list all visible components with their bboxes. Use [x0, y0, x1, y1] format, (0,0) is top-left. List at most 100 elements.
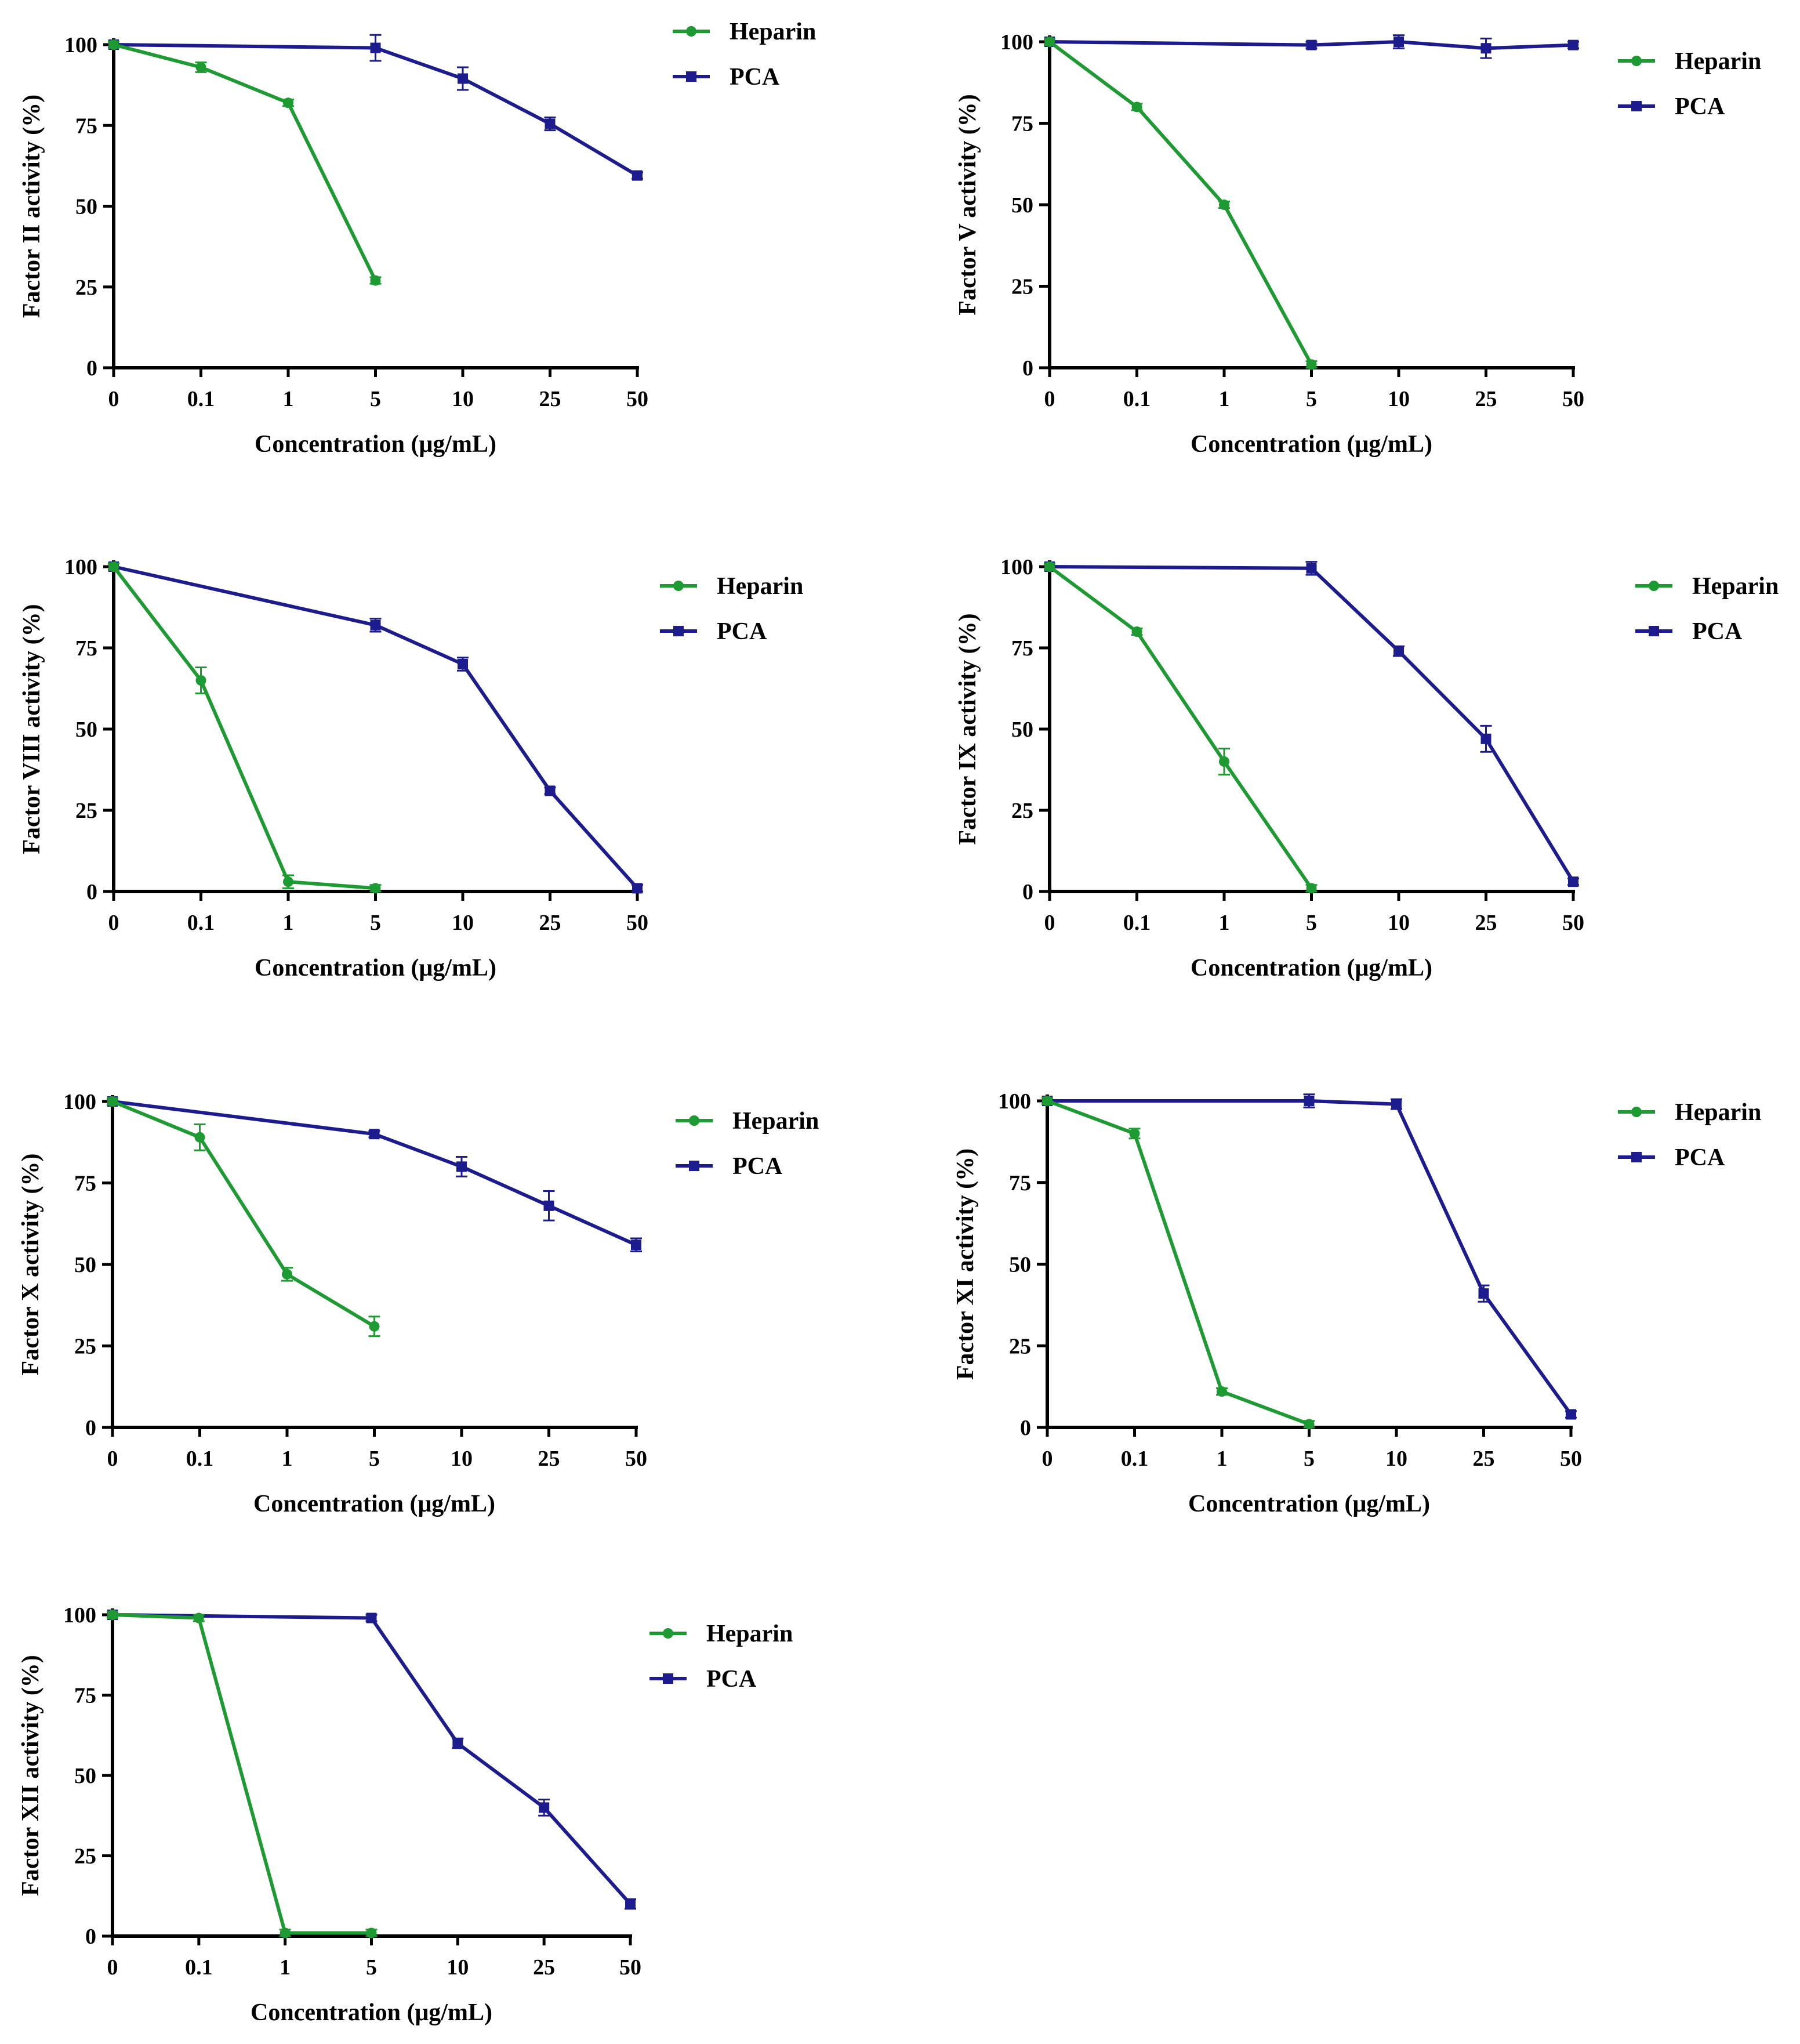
legend-marker	[663, 1673, 673, 1684]
y-tick-label: 50	[1011, 193, 1033, 218]
legend-marker	[673, 626, 684, 636]
y-axis-title: Factor II activity (%)	[19, 95, 45, 318]
legend-marker	[689, 1115, 699, 1126]
series-line	[1046, 1099, 1310, 1426]
data-point	[280, 1927, 291, 1938]
y-tick-label: 100	[1000, 30, 1033, 55]
x-tick-label: 0	[108, 911, 119, 935]
x-axis-title: Concentration (μg/mL)	[255, 431, 496, 458]
x-tick-label: 10	[452, 911, 474, 935]
y-tick-label: 25	[74, 1335, 96, 1359]
data-point	[370, 275, 381, 286]
x-tick-label: 0	[108, 387, 119, 411]
data-point	[456, 1161, 467, 1172]
legend-label: Heparin	[1675, 1099, 1761, 1126]
x-tick-label: 0	[107, 1955, 118, 1980]
legend-label: Heparin	[706, 1621, 793, 1647]
legend: Heparin PCA	[676, 1108, 819, 1180]
legend: Heparin PCA	[660, 573, 803, 645]
y-tick-label: 50	[74, 1253, 96, 1277]
series-heparin	[1041, 1096, 1315, 1430]
y-tick-label: 100	[64, 555, 97, 579]
data-point	[458, 659, 468, 669]
legend-label: PCA	[717, 618, 767, 645]
y-tick-label: 25	[1011, 799, 1033, 823]
x-axis-title: Concentration (μg/mL)	[1191, 955, 1432, 981]
legend-label: Heparin	[730, 19, 816, 45]
data-point	[1304, 1096, 1315, 1106]
data-point	[1393, 646, 1404, 657]
data-point	[1129, 1128, 1140, 1139]
x-axis-title: Concentration (μg/mL)	[255, 955, 496, 981]
y-tick-label: 0	[85, 1925, 96, 1949]
x-tick-label: 10	[1385, 1447, 1407, 1471]
x-tick-label: 1	[283, 911, 294, 935]
legend: Heparin PCA	[673, 19, 816, 90]
x-tick-label: 50	[619, 1955, 641, 1980]
y-tick-label: 75	[1011, 112, 1033, 136]
x-tick-label: 25	[539, 911, 561, 935]
chart-factor-ii: 0 25 50 75 100 0 0.1 1 5 10 25 50 Concentration (μg/…	[19, 19, 816, 458]
data-point	[193, 1612, 204, 1623]
legend-label: Heparin	[732, 1108, 819, 1135]
data-point	[366, 1612, 377, 1623]
x-tick-label: 50	[1562, 387, 1584, 411]
data-point	[282, 1269, 292, 1280]
legend-label: PCA	[1692, 618, 1743, 645]
data-point	[194, 1132, 205, 1143]
series-line	[112, 566, 376, 890]
x-tick-label: 1	[282, 1447, 293, 1471]
x-tick-label: 5	[370, 387, 381, 411]
y-tick-label: 0	[86, 880, 97, 904]
series-heparin	[1044, 561, 1318, 894]
data-point	[370, 619, 381, 630]
x-tick-label: 1	[283, 387, 294, 411]
y-tick-label: 100	[64, 33, 97, 57]
x-tick-label: 1	[1217, 1447, 1228, 1471]
data-point	[452, 1738, 463, 1749]
y-tick-label: 100	[63, 1090, 96, 1114]
data-point	[283, 97, 293, 108]
x-tick-label: 50	[626, 387, 648, 411]
data-point	[632, 883, 643, 894]
y-tick-label: 25	[75, 799, 97, 823]
x-tick-label: 25	[1475, 387, 1497, 411]
data-point	[1480, 733, 1491, 744]
data-point	[370, 42, 381, 53]
x-tick-label: 25	[1475, 911, 1497, 935]
series-heparin	[108, 561, 382, 894]
series-line	[1049, 565, 1575, 883]
data-point	[1391, 1099, 1402, 1110]
legend-marker	[1631, 56, 1642, 66]
legend-label: PCA	[730, 64, 780, 90]
data-point	[283, 876, 293, 887]
series-pca	[1044, 561, 1579, 887]
series-pca	[107, 1096, 642, 1253]
legend: Heparin PCA	[1618, 1099, 1761, 1171]
y-tick-label: 0	[85, 1416, 96, 1440]
x-axis-title: Concentration (μg/mL)	[251, 1999, 492, 2026]
legend-marker	[686, 26, 696, 37]
y-tick-label: 0	[1020, 1416, 1031, 1440]
data-point	[107, 1096, 118, 1107]
series-pca	[107, 1610, 636, 1910]
series-pca	[108, 34, 643, 181]
y-tick-label: 75	[1009, 1171, 1031, 1195]
x-axis-title: Concentration (μg/mL)	[253, 1491, 495, 1517]
x-tick-label: 0	[1042, 1447, 1053, 1471]
chart-factor-xi: 0 25 50 75 100 0 0.1 1 5 10 25 50 Concentration (μg/…	[952, 1089, 1761, 1517]
series-heparin	[107, 1096, 380, 1338]
y-tick-label: 50	[74, 1764, 96, 1788]
data-point	[1568, 39, 1578, 50]
data-point	[631, 1240, 641, 1251]
data-point	[1306, 39, 1317, 50]
x-tick-label: 0	[107, 1447, 118, 1471]
series-line	[113, 565, 639, 890]
y-tick-label: 75	[1011, 636, 1033, 661]
y-tick-label: 25	[75, 276, 97, 300]
data-point	[369, 1129, 380, 1140]
data-point	[1219, 200, 1229, 210]
data-point	[539, 1802, 550, 1813]
y-tick-label: 75	[75, 636, 97, 661]
y-axis-title: Factor X activity (%)	[17, 1154, 44, 1376]
